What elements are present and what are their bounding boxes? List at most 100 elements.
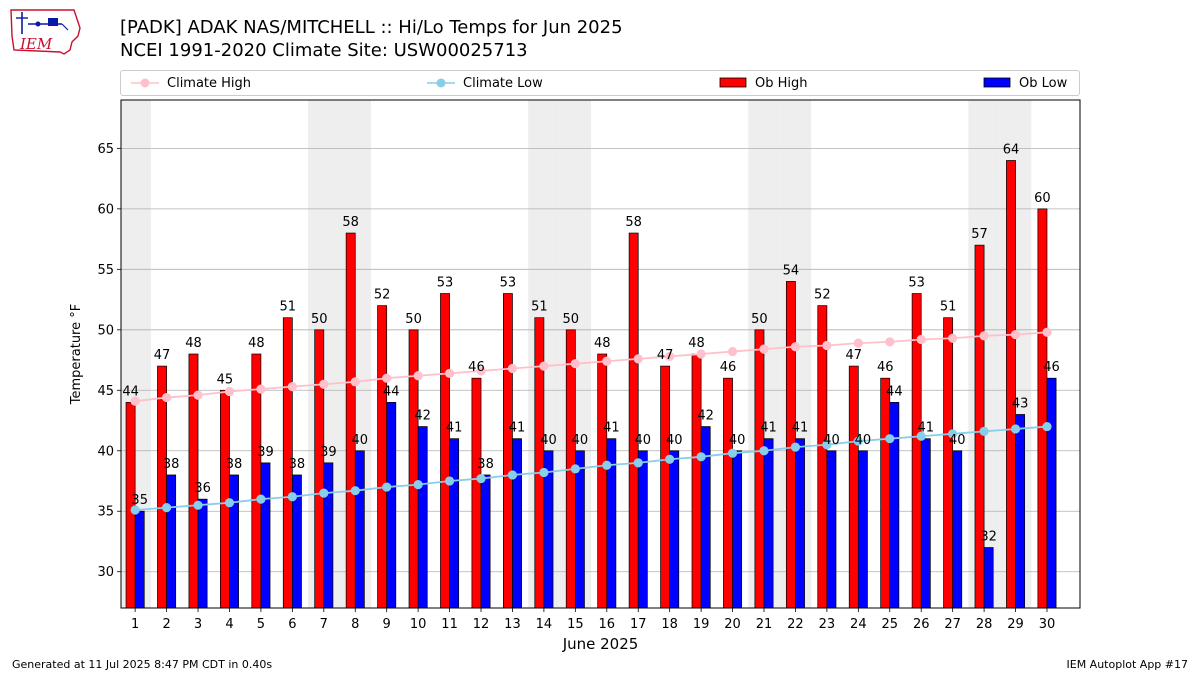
ob-high-bar bbox=[817, 305, 828, 609]
ob-high-bar bbox=[974, 244, 985, 609]
ob-low-bar bbox=[354, 450, 365, 609]
climate-high-point bbox=[696, 349, 706, 359]
ob-high-bar bbox=[345, 232, 356, 609]
ob-low-bar bbox=[323, 462, 334, 609]
legend-item-climate-low: Climate Low bbox=[427, 71, 543, 95]
climate-low-point bbox=[444, 476, 455, 486]
ob-high-label: 51 bbox=[280, 300, 297, 315]
x-tick-label: 27 bbox=[944, 617, 961, 632]
climate-low-point bbox=[224, 498, 235, 508]
ob-high-bar bbox=[628, 232, 639, 609]
climate-high-point bbox=[759, 344, 769, 354]
ob-low-bar bbox=[417, 426, 428, 609]
chart-title: [PADK] ADAK NAS/MITCHELL :: Hi/Lo Temps … bbox=[120, 17, 623, 38]
ob-low-label: 41 bbox=[446, 421, 463, 436]
ob-high-label: 48 bbox=[185, 336, 202, 351]
ob-high-label: 51 bbox=[531, 300, 548, 315]
ob-low-label: 41 bbox=[603, 421, 620, 436]
ob-high-label: 47 bbox=[154, 348, 171, 363]
climate-high-point bbox=[350, 377, 360, 387]
x-tick-label: 6 bbox=[288, 617, 296, 632]
ob-high-bar bbox=[440, 293, 450, 609]
climate-low-point bbox=[602, 460, 612, 470]
ob-high-label: 53 bbox=[908, 276, 925, 291]
ob-low-bar bbox=[857, 450, 868, 609]
ob-low-label: 41 bbox=[918, 421, 935, 436]
ob-high-bar bbox=[534, 317, 545, 609]
climate-low-point bbox=[727, 448, 738, 458]
climate-high-point bbox=[193, 390, 203, 400]
y-axis-label: Temperature °F bbox=[69, 304, 84, 405]
climate-low-point bbox=[633, 458, 643, 468]
ob-low-label: 38 bbox=[477, 457, 494, 472]
x-tick-label: 21 bbox=[756, 617, 773, 632]
y-tick-label: 45 bbox=[97, 384, 114, 399]
ob-low-bar bbox=[1046, 377, 1057, 609]
logo-text: IEM bbox=[19, 35, 53, 53]
ob-low-bar bbox=[166, 474, 177, 609]
climate-high-point bbox=[979, 331, 989, 341]
ob-low-label: 40 bbox=[666, 433, 683, 448]
ob-low-label: 42 bbox=[697, 409, 714, 424]
y-tick-label: 35 bbox=[97, 505, 114, 520]
climate-low-point bbox=[696, 452, 706, 462]
climate-high-point bbox=[665, 351, 675, 362]
climate-low-point bbox=[256, 494, 266, 504]
climate-high-point bbox=[570, 359, 580, 369]
ob-high-label: 52 bbox=[814, 288, 831, 303]
climate-low-point bbox=[822, 440, 832, 450]
x-tick-label: 28 bbox=[976, 617, 993, 632]
ob-low-label: 40 bbox=[635, 433, 652, 448]
legend-label: Ob High bbox=[755, 75, 808, 91]
ob-high-label: 60 bbox=[1034, 191, 1051, 206]
ob-high-label: 57 bbox=[971, 227, 988, 242]
climate-high-point bbox=[319, 379, 329, 389]
ob-high-bar bbox=[1037, 208, 1048, 609]
ob-high-label: 46 bbox=[877, 360, 894, 375]
ob-low-label: 40 bbox=[352, 433, 369, 448]
ob-low-label: 43 bbox=[1012, 396, 1029, 411]
ob-low-bar bbox=[920, 438, 931, 609]
ob-high-bar bbox=[377, 305, 388, 609]
ob-high-label: 52 bbox=[374, 288, 391, 303]
ob-high-label: 46 bbox=[468, 360, 485, 375]
x-tick-label: 17 bbox=[630, 617, 647, 632]
ob-low-bar bbox=[1015, 414, 1026, 609]
ob-low-label: 40 bbox=[855, 433, 872, 448]
climate-low-point bbox=[161, 503, 172, 513]
climate-low-point bbox=[665, 454, 675, 464]
climate-low-point bbox=[979, 426, 989, 437]
ob-high-bar bbox=[471, 377, 482, 609]
climate-high-point bbox=[790, 342, 801, 352]
climate-high-point bbox=[476, 366, 486, 376]
ob-low-bar bbox=[983, 547, 994, 609]
climate-high-point bbox=[1042, 327, 1052, 337]
ob-high-label: 48 bbox=[248, 336, 265, 351]
ob-high-label: 44 bbox=[122, 384, 139, 399]
climate-low-line bbox=[135, 425, 1048, 511]
ob-low-bar bbox=[229, 474, 239, 609]
ob-low-label: 40 bbox=[729, 433, 746, 448]
ob-high-label: 51 bbox=[940, 300, 957, 315]
app-credit: IEM Autoplot App #17 bbox=[1066, 658, 1189, 671]
ob-low-label: 41 bbox=[760, 421, 777, 436]
ob-high-label: 50 bbox=[405, 312, 422, 327]
legend-item-climate-high: Climate High bbox=[131, 71, 251, 95]
x-tick-label: 20 bbox=[724, 617, 741, 632]
climate-high-point bbox=[916, 334, 926, 345]
climate-high-point bbox=[287, 382, 297, 392]
ob-high-label: 64 bbox=[1003, 142, 1020, 157]
climate-low-point bbox=[476, 473, 486, 484]
ob-high-label: 47 bbox=[657, 348, 674, 363]
climate-low-point bbox=[759, 446, 769, 456]
climate-high-point bbox=[161, 392, 172, 403]
climate-high-point bbox=[1010, 330, 1021, 340]
legend-item-ob-high: Ob High bbox=[719, 71, 808, 95]
y-tick-label: 40 bbox=[97, 444, 114, 459]
ob-low-bar bbox=[197, 498, 208, 609]
climate-low-point bbox=[382, 482, 392, 492]
x-tick-label: 13 bbox=[504, 617, 521, 632]
x-tick-label: 11 bbox=[441, 617, 458, 632]
x-tick-label: 14 bbox=[536, 617, 553, 632]
x-tick-label: 5 bbox=[257, 617, 265, 632]
